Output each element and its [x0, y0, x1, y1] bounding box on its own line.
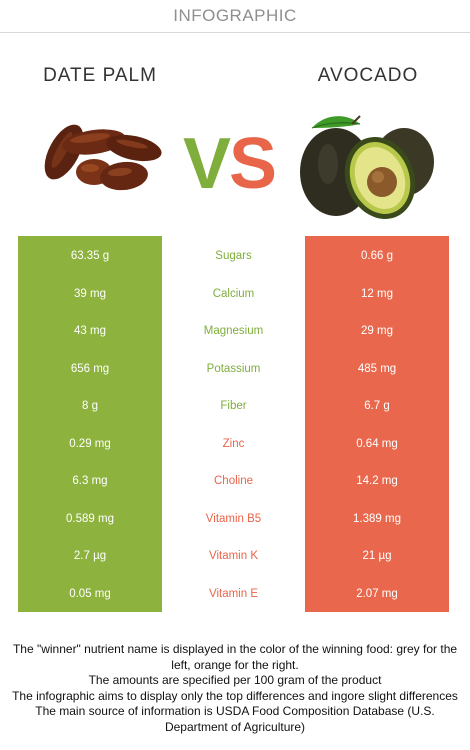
nutrient-label: Vitamin B5	[205, 512, 262, 525]
nutrient-label: Potassium	[206, 362, 261, 375]
food-left-name: DATE PALM	[43, 65, 157, 86]
right-value: 21 µg	[362, 550, 392, 562]
right-values-column: 0.66 g 12 mg 29 mg 485 mg 6.7 g 0.64 mg 14.2 m…	[305, 236, 449, 612]
left-value: 0.05 mg	[69, 587, 111, 600]
footer-notes: The "winner" nutrient name is displayed …	[10, 642, 460, 735]
footer-line: The infographic aims to display only the…	[12, 688, 458, 703]
nutrient-label: Sugars	[215, 250, 252, 262]
right-value: 1.389 mg	[353, 512, 401, 525]
nutrient-label: Fiber	[220, 400, 247, 412]
right-value: 0.66 g	[361, 250, 393, 262]
right-value: 12 mg	[361, 287, 393, 300]
left-value: 656 mg	[70, 362, 110, 375]
right-value: 29 mg	[361, 325, 393, 337]
vs-v: V	[183, 124, 231, 204]
nutrient-label: Vitamin K	[208, 550, 258, 562]
vs-s: S	[229, 124, 277, 204]
left-value: 43 mg	[74, 325, 106, 337]
nutrient-label: Vitamin E	[208, 587, 258, 600]
right-value: 485 mg	[357, 362, 397, 375]
right-value: 0.64 mg	[356, 437, 398, 450]
header: INFOGRAPHIC	[0, 0, 470, 33]
left-values-column: 63.35 g 39 mg 43 mg 656 mg 8 g 0.29 mg 6.3 mg 0…	[18, 236, 162, 612]
footer-line: The main source of information is USDA F…	[35, 704, 435, 734]
page-title: INFOGRAPHIC	[173, 6, 297, 25]
footer-line: The "winner" nutrient name is displayed …	[12, 642, 458, 672]
left-value: 0.29 mg	[69, 437, 111, 450]
left-value: 0.589 mg	[66, 512, 114, 525]
left-value: 2.7 µg	[73, 550, 107, 562]
left-value: 8 g	[82, 400, 98, 412]
vs-logo: VS	[183, 128, 277, 200]
nutrient-label: Choline	[214, 475, 253, 487]
nutrient-label: Zinc	[222, 437, 245, 450]
food-right-name: AVOCADO	[317, 65, 419, 86]
nutrient-label: Magnesium	[203, 325, 264, 337]
date-palm-image	[44, 124, 162, 191]
left-value: 63.35 g	[70, 250, 110, 262]
right-value: 6.7 g	[364, 400, 390, 412]
right-value: 2.07 mg	[356, 587, 398, 600]
right-value: 14.2 mg	[356, 475, 398, 487]
footer-line: The amounts are specified per 100 gram o…	[88, 673, 382, 687]
left-value: 6.3 mg	[72, 475, 108, 487]
left-value: 39 mg	[74, 287, 106, 300]
avocado-image	[300, 115, 434, 219]
nutrient-label: Calcium	[212, 287, 255, 300]
